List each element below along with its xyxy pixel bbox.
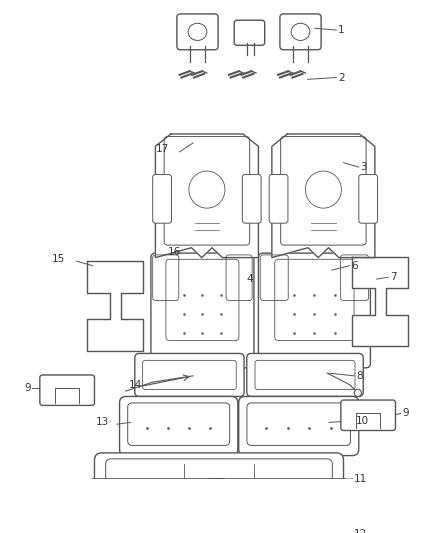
Text: 7: 7: [390, 272, 397, 282]
Polygon shape: [155, 134, 258, 257]
FancyBboxPatch shape: [40, 375, 95, 406]
FancyBboxPatch shape: [153, 255, 179, 301]
FancyBboxPatch shape: [359, 174, 378, 223]
Text: 16: 16: [168, 247, 181, 257]
Text: 14: 14: [128, 380, 142, 390]
FancyBboxPatch shape: [341, 255, 369, 301]
FancyBboxPatch shape: [153, 174, 171, 223]
Polygon shape: [272, 134, 375, 257]
Polygon shape: [353, 257, 408, 346]
Text: 3: 3: [360, 162, 367, 172]
Text: 13: 13: [96, 417, 110, 427]
FancyBboxPatch shape: [258, 253, 371, 368]
FancyBboxPatch shape: [120, 397, 238, 456]
Text: 12: 12: [354, 529, 367, 533]
FancyBboxPatch shape: [234, 20, 265, 45]
FancyBboxPatch shape: [239, 397, 359, 456]
FancyBboxPatch shape: [226, 255, 252, 301]
FancyBboxPatch shape: [280, 14, 321, 50]
Text: 8: 8: [356, 371, 363, 381]
FancyBboxPatch shape: [269, 174, 288, 223]
Text: 4: 4: [247, 274, 254, 284]
Text: 10: 10: [356, 416, 369, 426]
FancyBboxPatch shape: [85, 479, 353, 533]
Circle shape: [354, 389, 361, 397]
FancyBboxPatch shape: [341, 400, 396, 431]
FancyBboxPatch shape: [177, 14, 218, 50]
Text: 15: 15: [52, 254, 65, 264]
Text: 11: 11: [354, 474, 367, 484]
FancyBboxPatch shape: [242, 174, 261, 223]
Text: 6: 6: [352, 261, 358, 271]
Text: 1: 1: [338, 25, 345, 35]
FancyBboxPatch shape: [95, 453, 343, 519]
FancyBboxPatch shape: [151, 253, 254, 368]
FancyBboxPatch shape: [260, 255, 288, 301]
FancyBboxPatch shape: [247, 353, 363, 397]
Text: 17: 17: [155, 144, 169, 154]
Text: 9: 9: [25, 383, 31, 393]
FancyBboxPatch shape: [135, 353, 244, 397]
Text: 9: 9: [403, 408, 409, 418]
Text: 2: 2: [338, 72, 345, 83]
Polygon shape: [87, 261, 143, 351]
